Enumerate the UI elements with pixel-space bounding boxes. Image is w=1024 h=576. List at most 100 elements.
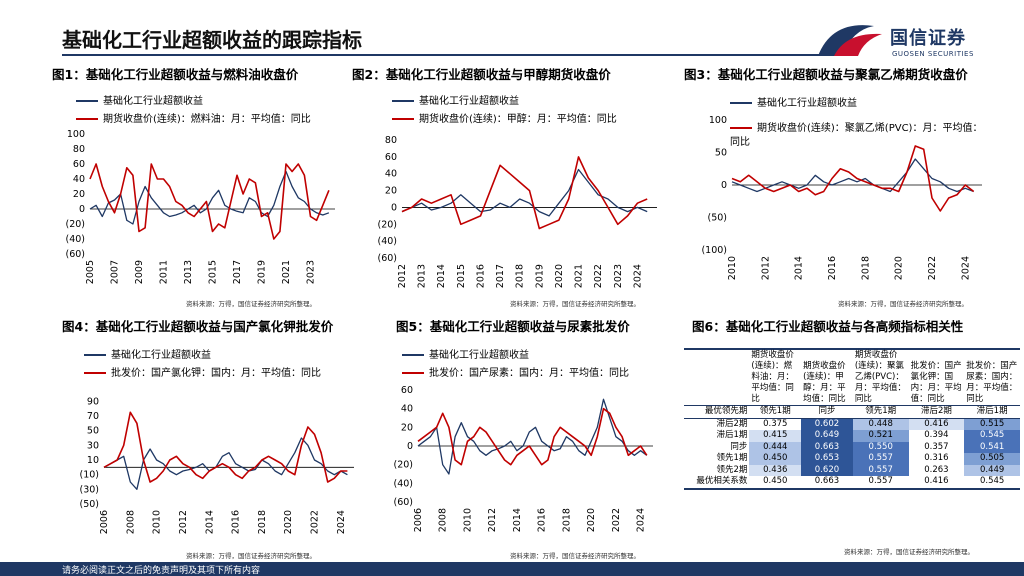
y-tick-label: (50) — [79, 499, 99, 510]
fig2-title: 图2：基础化工行业超额收益与甲醇期货收盘价 — [352, 67, 611, 82]
col-header-pvc: 期货收盘价(连续)：聚氯乙烯(PVC)：月：平均值：同比 — [854, 350, 906, 404]
cell-value: 0.436 — [749, 464, 802, 476]
x-tick-label: 2008 — [438, 508, 449, 532]
x-tick-label: 2006 — [99, 510, 110, 534]
y-tick-label: 100 — [709, 115, 727, 126]
cell-value: 0.394 — [908, 430, 965, 442]
y-tick-label: (20) — [393, 460, 413, 471]
fig4-source: 资料来源：万得，国信证券经济研究所整理。 — [186, 552, 316, 560]
y-tick-label: (50) — [707, 213, 727, 224]
x-tick-label: 2017 — [495, 264, 506, 288]
footer-bar: 请务必阅读正文之后的免责声明及其项下所有内容 — [0, 562, 1024, 576]
fig1-source: 资料来源：万得，国信证券经济研究所整理。 — [186, 300, 316, 308]
cell-value: 0.557 — [852, 464, 909, 476]
fig3-title: 图3：基础化工行业超额收益与聚氯乙烯期货收盘价 — [684, 67, 968, 82]
x-tick-label: 2016 — [475, 264, 486, 288]
cell-value: 0.602 — [801, 418, 853, 430]
table-row: 领先1期 0.450 0.653 0.557 0.316 0.505 — [684, 453, 1020, 465]
fig2-source: 资料来源：万得，国信证券经济研究所整理。 — [510, 300, 640, 308]
footer-disclaimer: 请务必阅读正文之后的免责声明及其项下所有内容 — [62, 566, 261, 576]
cell-value: 0.620 — [801, 464, 853, 476]
y-tick-label: 0 — [79, 204, 85, 215]
fig5-source: 资料来源：万得，国信证券经济研究所整理。 — [510, 552, 640, 560]
y-tick-label: 80 — [73, 144, 85, 155]
y-tick-label: 0 — [721, 180, 727, 191]
x-tick-label: 2022 — [927, 256, 938, 280]
x-tick-label: 2020 — [554, 264, 565, 288]
fig1-chart: 100 80 60 40 20 0 (20) (40) (60)2005 2007 2009 2011… — [65, 129, 335, 284]
cell-value: 0.545 — [964, 430, 1020, 442]
cell-value: 0.450 — [763, 476, 788, 487]
cell-value: 领先1期 — [865, 406, 897, 417]
y-tick-label: 20 — [401, 422, 413, 433]
y-tick-label: (40) — [377, 236, 397, 247]
y-tick-label: (30) — [79, 484, 99, 495]
x-tick-label: 2017 — [232, 260, 243, 284]
cell-value: 0.545 — [979, 476, 1005, 487]
cell-value: 0.415 — [749, 430, 802, 442]
page-title: 基础化工行业超额收益的跟踪指标 — [62, 28, 362, 52]
y-tick-label: (20) — [377, 219, 397, 230]
row-label: 滞后1期 — [716, 430, 748, 441]
cell-value: 0.449 — [964, 464, 1020, 476]
x-tick-label: 2019 — [534, 264, 545, 288]
fig1-legend-2: 期货收盘价(连续)：燃料油：月：平均值：同比 — [76, 110, 311, 125]
x-tick-label: 2013 — [183, 260, 194, 284]
x-tick-label: 2022 — [310, 510, 321, 534]
indicator-line — [89, 163, 330, 240]
fig2-legend-1: 基础化工行业超额收益 — [392, 92, 519, 107]
x-tick-label: 2024 — [336, 510, 347, 534]
excess-return-line — [731, 158, 974, 193]
fig1-legend-1: 基础化工行业超额收益 — [76, 92, 203, 107]
x-tick-label: 2018 — [515, 264, 526, 288]
y-tick-label: 10 — [87, 455, 99, 466]
indicator-line — [401, 156, 648, 230]
cell-value: 0.416 — [924, 476, 949, 487]
y-tick-label: (100) — [701, 245, 727, 256]
col-header-potash: 批发价：国产氯化钾：国内：月：平均值：同比 — [910, 361, 962, 404]
cell-value: 0.557 — [868, 476, 893, 487]
x-tick-label: 2012 — [397, 264, 408, 288]
cell-value: 0.550 — [852, 441, 909, 453]
x-tick-label: 2008 — [125, 510, 136, 534]
x-tick-label: 2020 — [894, 256, 905, 280]
fig5-legend-1: 基础化工行业超额收益 — [402, 346, 529, 361]
fig5-chart: 60 40 20 0 (20) (40) (60)2006 2008 2010 2012 2014 2… — [393, 385, 653, 532]
x-tick-label: 2020 — [586, 508, 597, 532]
x-tick-label: 2006 — [413, 508, 424, 532]
excess-return-line — [401, 168, 648, 217]
fig2-legend-2: 期货收盘价(连续)：甲醇：月：平均值：同比 — [392, 110, 617, 125]
x-tick-label: 2024 — [960, 256, 971, 280]
cell-value: 0.557 — [852, 453, 909, 465]
cell-value: 滞后1期 — [976, 406, 1008, 417]
y-tick-label: (40) — [65, 234, 85, 245]
row-label: 同步 — [730, 441, 748, 452]
x-tick-label: 2022 — [611, 508, 622, 532]
fig3-legend-2: 期货收盘价(连续)：聚氯乙烯(PVC)：月：平均值：同比 — [730, 123, 983, 148]
excess-return-line — [89, 170, 330, 225]
y-tick-label: 60 — [73, 159, 85, 170]
x-tick-label: 2012 — [487, 508, 498, 532]
x-tick-label: 2018 — [860, 256, 871, 280]
logo-text-cn: 国信证券 — [890, 28, 966, 49]
cell-value: 0.448 — [852, 418, 909, 430]
y-tick-label: 40 — [401, 404, 413, 415]
cell-value: 同步 — [818, 406, 836, 417]
cell-value: 0.450 — [749, 453, 802, 465]
fig4-legend-2: 批发价：国产氯化钾：国内：月：平均值：同比 — [84, 364, 321, 379]
cell-value: 0.521 — [852, 430, 909, 442]
x-tick-label: 2019 — [257, 260, 268, 284]
indicator-line — [103, 411, 348, 483]
y-tick-label: (60) — [393, 497, 413, 508]
x-tick-label: 2021 — [281, 260, 292, 284]
x-tick-label: 2021 — [574, 264, 585, 288]
indicator-line — [731, 145, 975, 212]
row-label: 领先1期 — [716, 453, 748, 464]
y-tick-label: 0 — [407, 441, 413, 452]
cell-value: 领先1期 — [759, 406, 791, 417]
cell-value: 0.541 — [964, 441, 1020, 453]
row-label: 最优领先期 — [704, 406, 748, 417]
x-tick-label: 2022 — [593, 264, 604, 288]
fig5-title: 图5：基础化工行业超额收益与尿素批发价 — [396, 319, 630, 334]
x-tick-label: 2018 — [561, 508, 572, 532]
